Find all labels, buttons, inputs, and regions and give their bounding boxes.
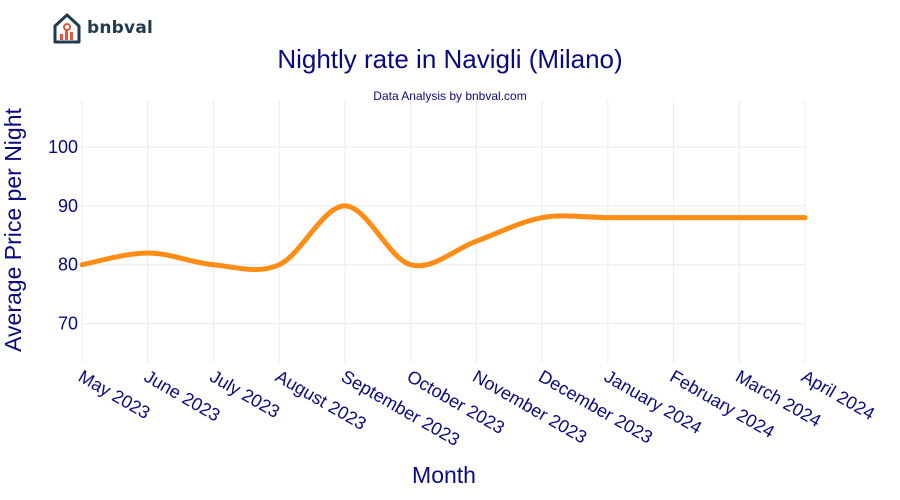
line-layer	[79, 203, 808, 273]
y-axis-title: Average Price per Night	[0, 108, 26, 352]
brand-logo: bnbval	[52, 12, 153, 44]
x-axis-title: Month	[412, 462, 476, 488]
house-chart-icon	[53, 13, 81, 44]
x-tick-label: December 2023	[535, 366, 656, 447]
chart-title: Nightly rate in Navigli (Milano)	[277, 44, 623, 74]
y-tick-label: 100	[48, 137, 78, 157]
series-line	[79, 203, 808, 273]
x-tick-label: November 2023	[469, 366, 590, 447]
data-point	[342, 203, 347, 208]
data-point	[605, 215, 610, 220]
y-tick-label: 70	[58, 314, 78, 334]
data-point	[145, 250, 150, 255]
y-axis-ticks: 70 80 90 100	[48, 137, 78, 334]
data-point	[803, 215, 808, 220]
brand-name: bnbval	[87, 18, 154, 38]
data-point	[540, 215, 545, 220]
y-tick-label: 90	[58, 196, 78, 216]
data-point	[80, 262, 85, 267]
chart-subtitle: Data Analysis by bnbval.com	[373, 89, 527, 103]
grid-layer	[81, 100, 806, 363]
data-point	[277, 262, 282, 267]
y-tick-label: 80	[58, 255, 78, 275]
data-point	[408, 262, 413, 267]
data-point	[737, 215, 742, 220]
x-tick-label: May 2023	[75, 366, 153, 423]
data-point	[671, 215, 676, 220]
data-point	[211, 262, 216, 267]
data-point	[474, 239, 479, 244]
